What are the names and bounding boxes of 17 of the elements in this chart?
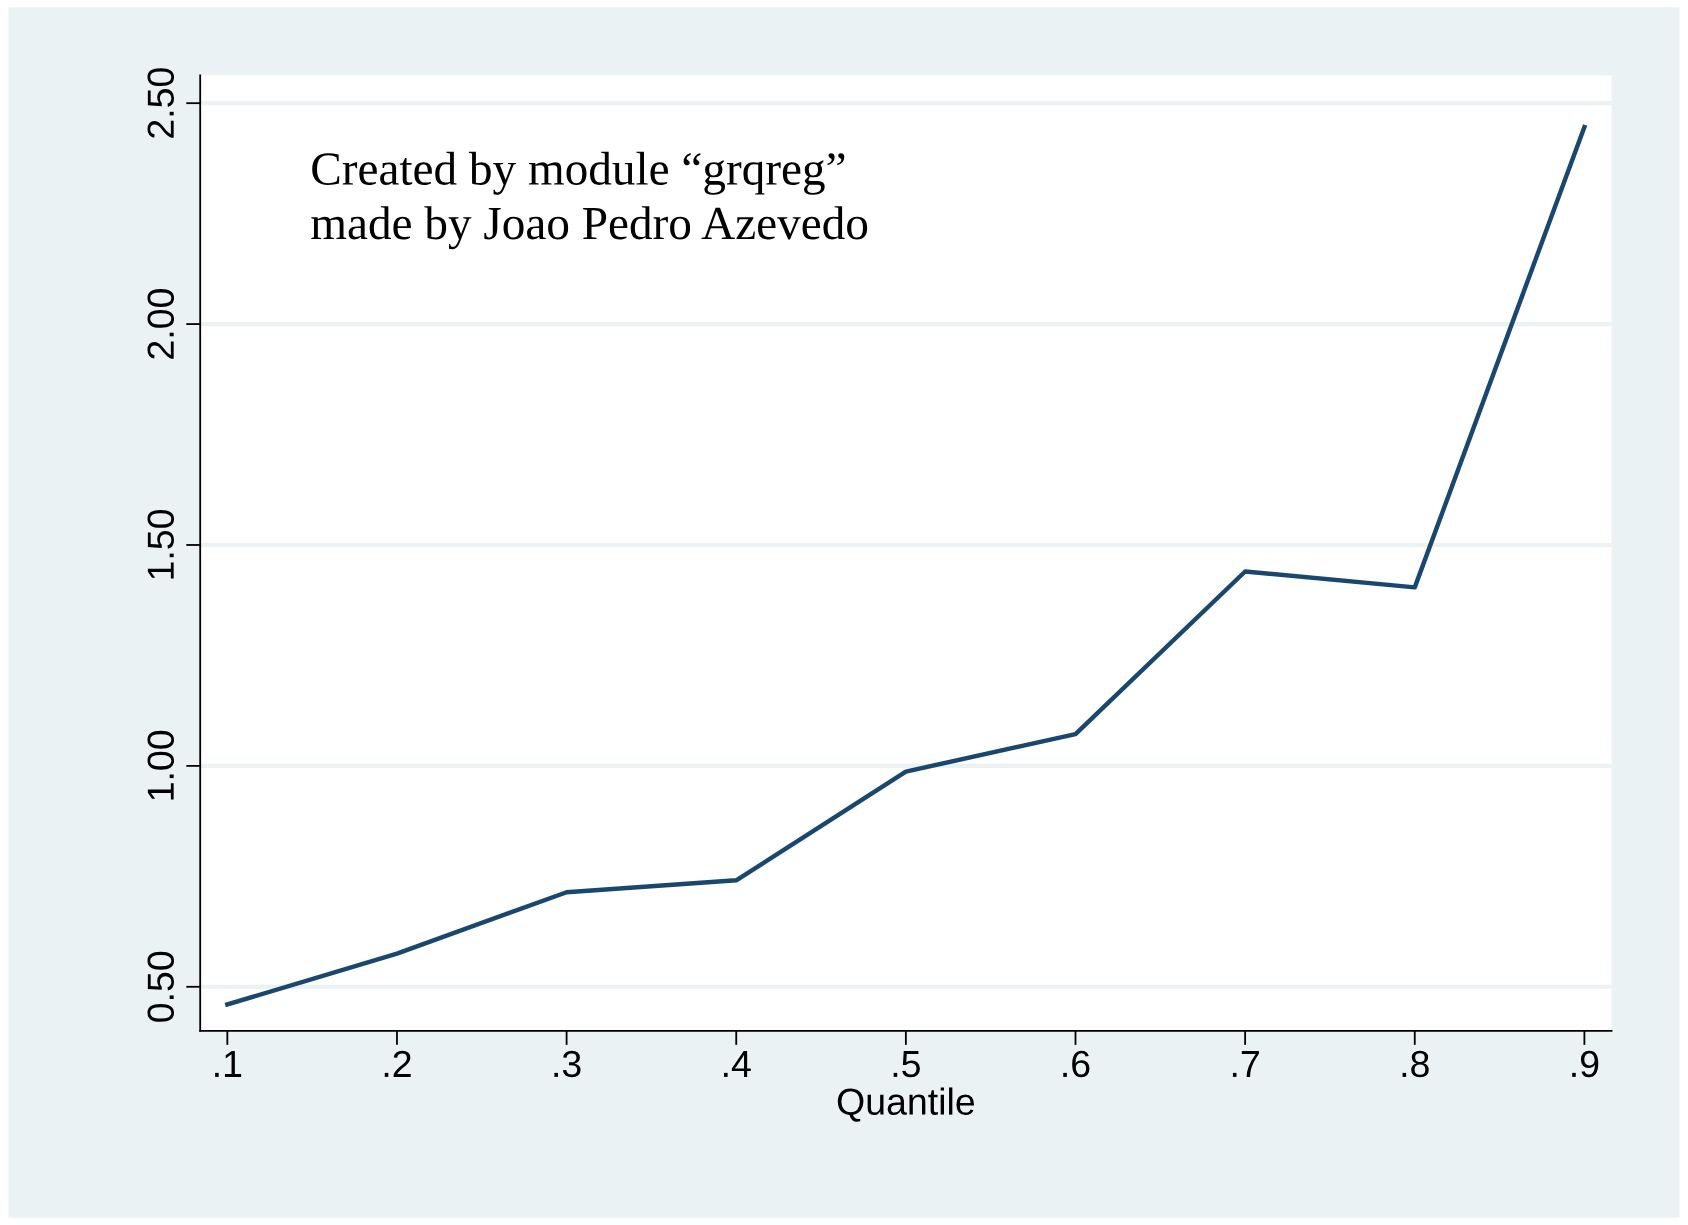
x-axis-title: Quantile	[837, 1087, 975, 1122]
y-tick-label: 0.50	[147, 951, 175, 1022]
x-tick-label: .2	[384, 1050, 411, 1077]
y-tick-label: 1.00	[147, 730, 175, 800]
x-tick-label: .1	[215, 1051, 242, 1077]
annotation: Created by module “grqreg” made by Joao Pedro Azevedo	[311, 151, 868, 250]
x-tick-label: .4	[724, 1051, 751, 1077]
y-tick-label: 2.00	[147, 289, 175, 359]
x-tick-label: .3	[554, 1050, 581, 1078]
x-tick-label: .5	[893, 1051, 920, 1078]
x-tick-label: .6	[1063, 1050, 1090, 1078]
y-tick-label: 1.50	[147, 509, 175, 579]
x-tick-label: .9	[1572, 1050, 1599, 1078]
x-tick-label: .8	[1402, 1050, 1429, 1078]
y-tick-label: 2.50	[147, 68, 175, 138]
line-series	[225, 124, 1587, 1007]
x-tick-label: .7	[1232, 1051, 1259, 1077]
